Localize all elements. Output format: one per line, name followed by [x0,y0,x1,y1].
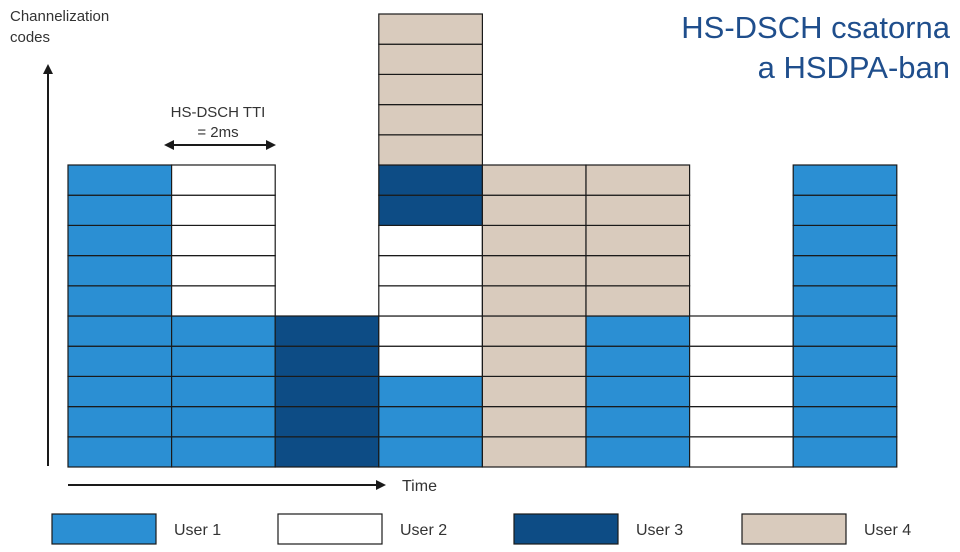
legend-swatch-user-4 [741,513,847,545]
code-cell-slot4-code9 [378,194,483,226]
legend-swatch-user-2 [277,513,383,545]
code-cell-slot6-code4 [585,345,691,378]
code-cell-slot4-code13 [378,73,483,106]
code-cell-slot4-code1 [378,436,483,468]
code-cell-slot1-code3 [67,375,173,408]
code-cell-slot2-code8 [171,224,276,257]
code-cell-slot1-code6 [67,285,173,317]
code-cell-slot4-code12 [378,103,483,136]
y-axis-label-line-1: Channelization [10,8,109,25]
code-cell-slot5-code9 [481,194,587,226]
code-cell-slot3-code5 [274,315,380,347]
code-cell-slot8-code3 [792,375,898,408]
code-cell-slot8-code5 [792,315,898,347]
code-allocation-grid [67,13,898,468]
code-cell-slot1-code5 [67,315,173,347]
code-cell-slot8-code2 [792,406,898,438]
code-cell-slot3-code1 [274,436,380,468]
code-cell-slot6-code1 [585,436,691,468]
code-cell-slot6-code10 [585,164,691,196]
legend-label-user-2: User 2 [400,522,447,539]
code-cell-slot1-code2 [67,406,173,438]
code-cell-slot4-code11 [378,134,483,166]
code-cell-slot6-code8 [585,224,691,257]
code-cell-slot6-code6 [585,285,691,317]
code-cell-slot6-code3 [585,375,691,408]
tti-annotation-line-2: = 2ms [197,124,238,141]
code-cell-slot1-code10 [67,164,173,196]
code-cell-slot5-code2 [481,406,587,438]
code-cell-slot4-code15 [378,13,483,45]
code-cell-slot2-code9 [171,194,276,226]
code-cell-slot2-code1 [171,436,276,468]
code-cell-slot8-code1 [792,436,898,468]
code-cell-slot6-code7 [585,255,691,287]
code-cell-slot8-code8 [792,224,898,257]
code-cell-slot5-code4 [481,345,587,378]
code-cell-slot1-code7 [67,255,173,287]
code-cell-slot1-code1 [67,436,173,468]
legend-label-user-3: User 3 [636,522,683,539]
code-cell-slot5-code6 [481,285,587,317]
code-cell-slot2-code10 [171,164,276,196]
code-cell-slot4-code7 [378,255,483,287]
code-cell-slot5-code3 [481,375,587,408]
legend-label-user-1: User 1 [174,522,221,539]
code-cell-slot2-code7 [171,255,276,287]
code-cell-slot5-code5 [481,315,587,347]
code-cell-slot1-code8 [67,224,173,257]
code-cell-slot4-code8 [378,224,483,257]
legend-swatch-user-1 [51,513,157,545]
slide-title-line-2: a HSDPA-ban [757,50,950,85]
code-cell-slot7-code5 [688,315,794,347]
code-cell-slot6-code9 [585,194,691,226]
code-cell-slot7-code4 [688,345,794,378]
code-cell-slot7-code3 [688,375,794,408]
y-axis-label-line-2: codes [10,29,50,46]
code-cell-slot5-code7 [481,255,587,287]
code-cell-slot3-code4 [274,345,380,378]
code-cell-slot8-code4 [792,345,898,378]
code-cell-slot7-code2 [688,406,794,438]
code-cell-slot2-code6 [171,285,276,317]
code-cell-slot8-code6 [792,285,898,317]
code-cell-slot4-code4 [378,345,483,378]
code-cell-slot4-code10 [378,164,483,196]
code-cell-slot4-code5 [378,315,483,347]
code-cell-slot8-code10 [792,164,898,196]
code-cell-slot3-code3 [274,375,380,408]
tti-annotation-line-1: HS-DSCH TTI [171,104,266,121]
code-cell-slot2-code3 [171,375,276,408]
code-cell-slot4-code6 [378,285,483,317]
code-cell-slot8-code7 [792,255,898,287]
code-cell-slot6-code2 [585,406,691,438]
code-cell-slot5-code8 [481,224,587,257]
code-cell-slot5-code10 [481,164,587,196]
code-cell-slot4-code2 [378,406,483,438]
code-cell-slot2-code2 [171,406,276,438]
code-cell-slot1-code9 [67,194,173,226]
code-cell-slot1-code4 [67,345,173,378]
slide-title-line-1: HS-DSCH csatorna [681,10,950,45]
legend-swatch-user-3 [513,513,619,545]
code-cell-slot3-code2 [274,406,380,438]
code-cell-slot2-code5 [171,315,276,347]
x-axis-label: Time [402,478,437,495]
code-cell-slot8-code9 [792,194,898,226]
legend: User 1 User 2 User 3 User 4 [51,513,911,545]
code-cell-slot7-code1 [688,436,794,468]
code-cell-slot4-code3 [378,375,483,408]
code-cell-slot5-code1 [481,436,587,468]
code-cell-slot4-code14 [378,43,483,76]
code-cell-slot2-code4 [171,345,276,378]
code-cell-slot6-code5 [585,315,691,347]
slide-title: HS-DSCH csatorna a HSDPA-ban [681,8,950,88]
legend-label-user-4: User 4 [864,522,911,539]
